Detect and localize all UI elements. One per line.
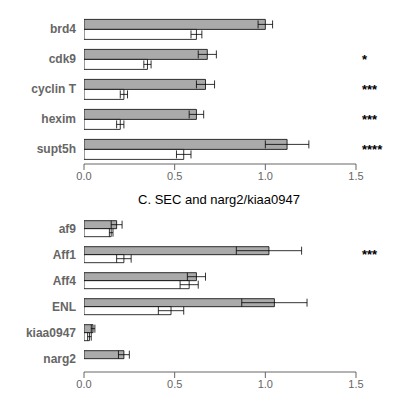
svg-text:***: *** [362,247,378,262]
svg-text:1.0: 1.0 [258,170,273,182]
svg-text:Aff4: Aff4 [53,274,77,288]
svg-text:1.5: 1.5 [348,170,363,182]
svg-text:narg2: narg2 [43,352,76,366]
svg-text:*: * [362,52,368,67]
svg-text:0.0: 0.0 [76,378,91,390]
svg-text:0.5: 0.5 [167,170,182,182]
svg-text:ENL: ENL [52,300,76,314]
html-text:C. SEC and narg2/kiaa0947: C. SEC and narg2/kiaa0947 [138,192,300,207]
svg-text:1.0: 1.0 [258,378,273,390]
svg-text:1.5: 1.5 [348,378,363,390]
svg-text:Aff1: Aff1 [53,248,77,262]
svg-text:cyclin T: cyclin T [31,82,76,96]
svg-text:hexim: hexim [41,112,76,126]
svg-text:brd4: brd4 [50,22,76,36]
svg-text:***: *** [362,82,378,97]
svg-text:0.5: 0.5 [167,378,182,390]
svg-text:cdk9: cdk9 [49,52,77,66]
svg-text:supt5h: supt5h [37,142,76,156]
svg-text:0.0: 0.0 [76,170,91,182]
svg-text:****: **** [362,142,383,157]
svg-text:***: *** [362,112,378,127]
svg-text:af9: af9 [59,222,77,236]
svg-text:kiaa0947: kiaa0947 [26,326,76,340]
